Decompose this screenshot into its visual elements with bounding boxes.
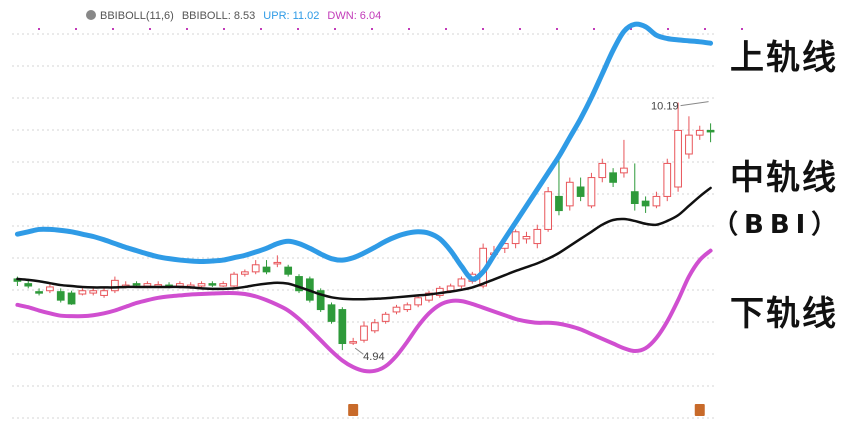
candle-body — [360, 325, 368, 341]
candle-body — [241, 271, 249, 275]
top-dot — [667, 28, 669, 30]
candle-body — [695, 129, 704, 136]
candle-body — [24, 283, 33, 287]
annotation-label: 10.19 — [651, 101, 679, 113]
candle-body — [533, 228, 542, 245]
candle-body — [630, 191, 639, 204]
candle-body — [706, 129, 715, 133]
top-dot — [371, 28, 373, 30]
top-dot — [186, 28, 188, 30]
candle-body — [381, 313, 390, 322]
bottom-markers — [348, 404, 705, 416]
candle-body — [685, 134, 693, 155]
annotation-middle: 中轨线 — [730, 158, 838, 198]
bottom-marker — [348, 404, 359, 416]
candle-body — [587, 177, 596, 207]
candle-body — [67, 292, 76, 305]
candle-body — [403, 304, 412, 311]
top-dot — [630, 28, 632, 30]
candle-body — [35, 291, 43, 294]
candle-body — [598, 162, 607, 179]
series-line-bbiboll — [16, 186, 712, 301]
candle-body — [111, 279, 119, 292]
candle-body — [555, 195, 563, 212]
candle-body — [251, 264, 260, 273]
candle-body — [674, 129, 682, 188]
candle-body — [143, 283, 152, 287]
top-dot — [112, 28, 114, 30]
legend-indicator: BBIBOLL(11,6) — [100, 10, 174, 22]
legend-dwn: DWN: 6.04 — [327, 10, 382, 22]
candle-body — [544, 191, 552, 230]
legend-upr: UPR: 11.02 — [263, 10, 320, 22]
top-dot — [704, 28, 706, 30]
annotation-lower: 下轨线 — [730, 294, 838, 334]
annotation-arrow — [680, 101, 709, 107]
candle-body — [663, 162, 672, 197]
candle-body — [219, 283, 228, 287]
candle-body — [295, 276, 303, 292]
candle-body — [46, 286, 54, 292]
candle-body — [176, 283, 184, 287]
chart-annotations: 10.19 4.94 — [354, 101, 709, 363]
top-dot — [408, 28, 410, 30]
top-dot — [482, 28, 484, 30]
candle-body — [197, 283, 206, 287]
candle-body — [641, 200, 650, 207]
candle-body — [262, 266, 271, 273]
candle-body — [327, 304, 336, 322]
candle-body — [511, 231, 520, 245]
indicator-legend: BBIBOLL(11,6) BBIBOLL: 8.53 UPR: 11.02 D… — [86, 10, 386, 22]
candle-body — [392, 306, 401, 313]
candle-body — [132, 283, 141, 286]
top-dot — [741, 28, 743, 30]
candle-body — [576, 186, 585, 197]
annotation-arrow — [354, 347, 364, 355]
candle-body — [370, 322, 379, 332]
candle-body — [56, 291, 65, 301]
series-line-upr — [14, 21, 714, 282]
series-line-dwn — [15, 248, 713, 374]
candle-body — [208, 283, 217, 286]
candle-body — [284, 266, 293, 275]
candle-body — [609, 172, 617, 183]
candle-body — [457, 278, 466, 287]
top-dot — [445, 28, 447, 30]
candle-body — [78, 290, 87, 295]
candle-body — [425, 292, 433, 301]
top-dot — [38, 28, 40, 30]
annotation-label: 4.94 — [363, 351, 384, 363]
candle-body — [100, 290, 108, 296]
candle-body — [316, 290, 325, 311]
top-dot — [519, 28, 521, 30]
candlesticks — [13, 102, 715, 351]
top-dot — [334, 28, 336, 30]
candle-body — [652, 195, 661, 207]
annotation-middle-sub: （BBI） — [712, 210, 844, 240]
legend-bbi: BBIBOLL: 8.53 — [181, 10, 256, 22]
top-dot — [556, 28, 558, 30]
candle-body — [89, 290, 98, 294]
candle-body — [620, 167, 628, 174]
candle-body — [338, 309, 347, 345]
candle-body — [446, 285, 455, 292]
annotation-upper: 上轨线 — [730, 38, 838, 78]
top-dot — [149, 28, 151, 30]
top-dot — [75, 28, 77, 30]
top-dot — [223, 28, 225, 30]
candle-body — [349, 341, 358, 344]
top-dot — [593, 28, 595, 30]
candle-body — [230, 273, 238, 287]
candle-body — [414, 297, 423, 306]
settings-dot-icon[interactable] — [86, 10, 96, 20]
candle-body — [565, 181, 574, 207]
top-dot — [297, 28, 299, 30]
candle-body — [273, 261, 282, 265]
bottom-marker — [694, 404, 705, 416]
top-dot-row — [38, 28, 743, 30]
top-dot — [260, 28, 262, 30]
candle-body — [522, 236, 531, 240]
